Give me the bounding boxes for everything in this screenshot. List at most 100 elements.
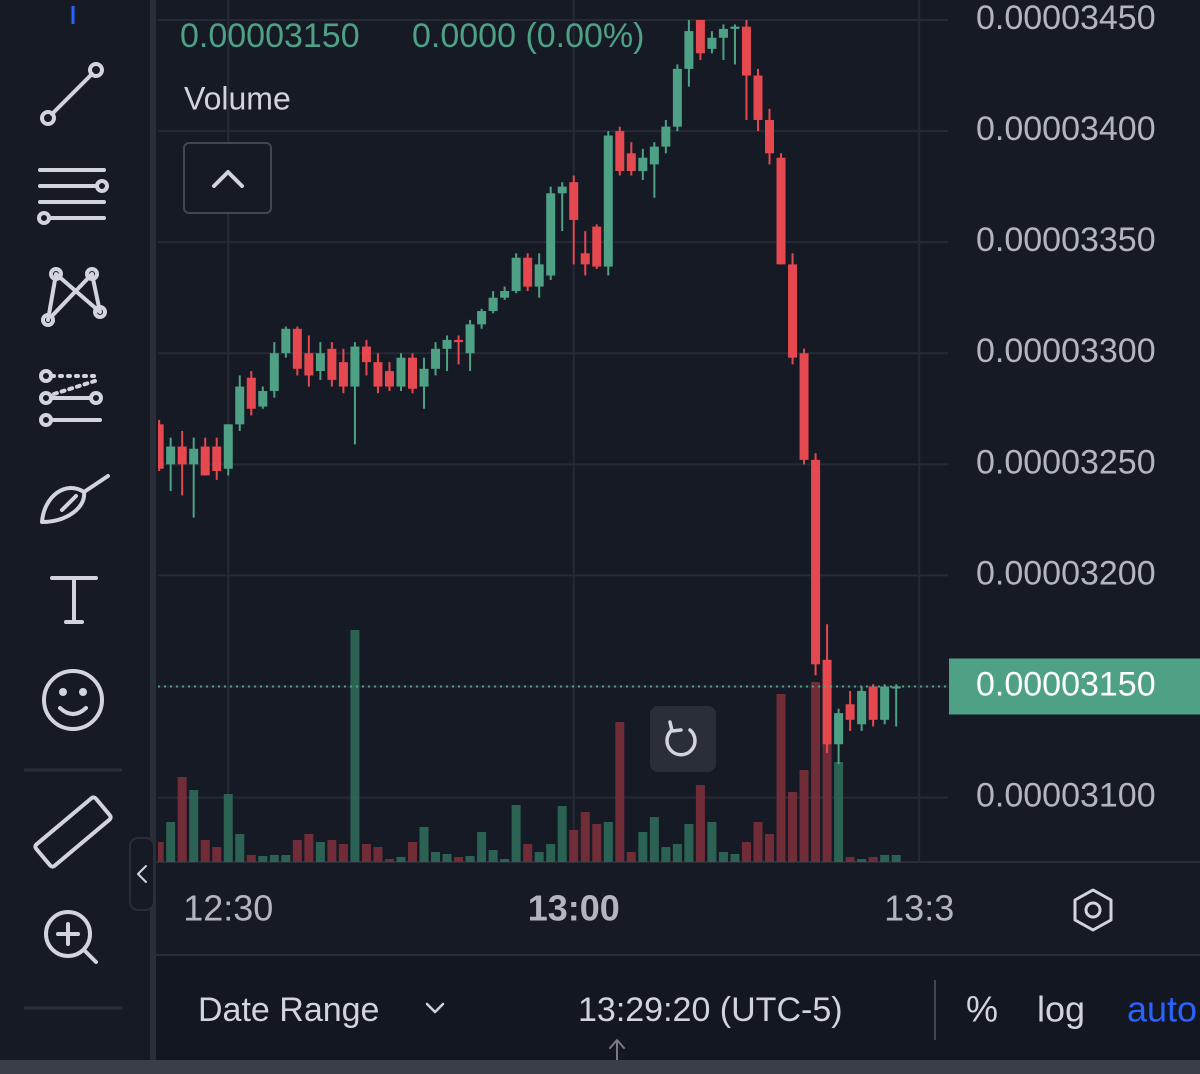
bottom-strip <box>0 1060 1200 1074</box>
chart-pane <box>156 0 1200 955</box>
volume-bar <box>880 855 890 862</box>
candle-body <box>158 424 164 469</box>
candle-body <box>350 346 360 387</box>
volume-bar <box>292 840 302 862</box>
volume-bars <box>158 630 901 862</box>
volume-bar <box>384 859 394 862</box>
y-tick-label: 0.00003250 <box>976 443 1156 481</box>
reset-button[interactable] <box>650 706 716 772</box>
candle-body <box>661 126 671 147</box>
candle-body <box>741 26 751 76</box>
zoom-tool[interactable] <box>44 910 98 964</box>
volume-bar <box>822 742 832 862</box>
volume-bar <box>396 857 406 862</box>
date-range-button[interactable]: Date Range <box>198 991 379 1029</box>
legend-toggle-arrow <box>212 170 244 188</box>
volume-bar <box>454 857 464 862</box>
y-tick-label: 0.00003400 <box>976 110 1156 148</box>
volume-bar <box>649 817 659 862</box>
ruler-tool[interactable] <box>33 795 113 869</box>
forecast-tool[interactable] <box>39 369 103 427</box>
candle-body <box>200 446 210 476</box>
candle-body <box>649 146 659 165</box>
candle-body <box>822 659 832 745</box>
volume-bar <box>315 842 325 862</box>
collapse-arrow <box>137 865 147 883</box>
pattern-tool[interactable] <box>41 267 107 327</box>
volume-bar <box>177 777 187 862</box>
candle-body <box>523 257 533 287</box>
y-tick-label: 0.00003350 <box>976 221 1156 259</box>
volume-bar <box>672 844 682 862</box>
candle-body <box>857 690 867 725</box>
trend-line-tool[interactable] <box>40 62 104 126</box>
y-tick-label: 0.00003100 <box>976 777 1156 815</box>
candle-body <box>626 153 636 172</box>
volume-bar <box>212 847 222 862</box>
volume-bar <box>465 856 475 862</box>
fib-tool[interactable] <box>37 168 109 225</box>
candle-body <box>258 391 268 407</box>
candle-body <box>246 377 256 409</box>
volume-bar <box>834 762 844 862</box>
candle-body <box>361 346 371 363</box>
volume-bar <box>523 844 533 862</box>
volume-bar <box>741 842 751 862</box>
candle-body <box>281 328 291 354</box>
auto-toggle[interactable]: auto <box>1127 989 1197 1030</box>
emoji-tool[interactable] <box>42 669 104 731</box>
reset-icon-arrow <box>668 720 683 733</box>
toolbar <box>0 0 150 1074</box>
brush-tool[interactable] <box>40 474 110 524</box>
tool-icons <box>24 6 155 1010</box>
candle-body <box>765 119 775 154</box>
candle-body <box>880 686 890 720</box>
volume-bar <box>765 834 775 862</box>
candle-body <box>603 135 613 267</box>
candle-body <box>431 348 441 369</box>
volume-bar <box>408 842 418 862</box>
candle-body <box>269 353 279 392</box>
candle-body <box>546 193 556 276</box>
volume-bar <box>158 842 164 862</box>
volume-bar <box>166 822 176 862</box>
candle-body <box>799 353 809 460</box>
volume-bar <box>189 790 199 862</box>
volume-bar <box>223 794 233 862</box>
volume-bar <box>718 852 728 862</box>
y-tick-label: 0.00003300 <box>976 332 1156 370</box>
candle-body <box>223 424 233 469</box>
candle-body <box>615 131 625 172</box>
volume-bar <box>361 844 371 862</box>
candle-body <box>845 704 855 720</box>
volume-bar <box>569 830 579 862</box>
log-toggle[interactable]: log <box>1037 989 1085 1030</box>
volume-bar <box>281 855 291 862</box>
candles <box>158 19 948 765</box>
percent-toggle[interactable]: % <box>966 989 998 1030</box>
y-tick-label: 0.00003450 <box>976 0 1156 37</box>
candle-body <box>569 182 579 220</box>
volume-bar <box>868 857 878 862</box>
candle-body <box>189 448 199 465</box>
text-tool[interactable] <box>50 576 98 624</box>
candle-body <box>730 26 740 29</box>
volume-bar <box>557 806 567 862</box>
volume-bar <box>788 792 798 862</box>
volume-bar <box>661 847 671 862</box>
candle-body <box>408 357 418 389</box>
legend-toggle[interactable] <box>183 142 272 214</box>
volume-bar <box>304 834 314 862</box>
settings-button[interactable] <box>1073 888 1113 932</box>
header-price: 0.00003150 <box>180 17 360 55</box>
candle-body <box>834 713 844 745</box>
collapse-toolbar[interactable] <box>129 837 155 911</box>
last-price-label: 0.00003150 <box>976 665 1156 703</box>
candle-body <box>488 297 498 312</box>
volume-bar <box>730 854 740 862</box>
y-tick-label: 0.00003200 <box>976 554 1156 592</box>
volume-bar <box>235 834 245 862</box>
volume-bar <box>891 855 901 862</box>
candle-body <box>557 186 567 194</box>
candle-body <box>384 371 394 387</box>
